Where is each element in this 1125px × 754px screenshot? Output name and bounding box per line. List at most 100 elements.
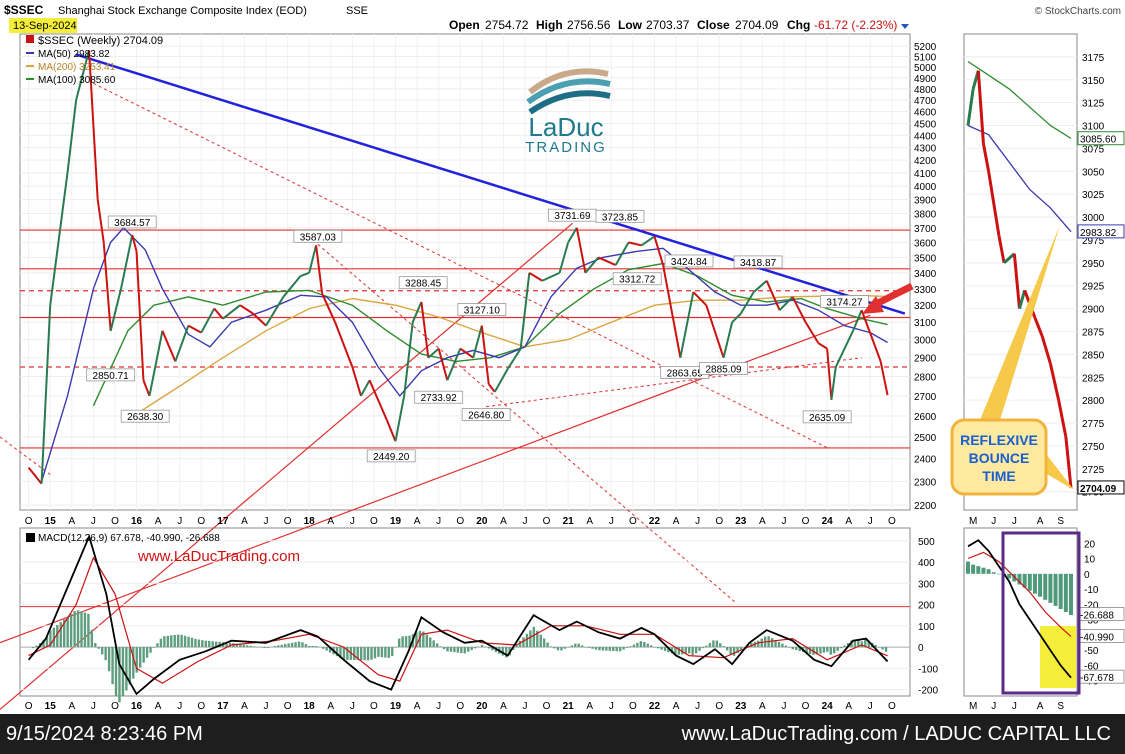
x-tick-label: A [155, 516, 162, 527]
macd-histogram-bar [280, 644, 283, 648]
zoom-price-segment [1018, 289, 1027, 310]
moving-averages [40, 226, 888, 482]
zoom-ma50-line [967, 124, 1072, 233]
macd-histogram-bar [663, 647, 667, 651]
macd-histogram-bar [777, 641, 781, 648]
macd-x-tick-label: J [177, 701, 182, 712]
price-segment [161, 330, 177, 362]
macd-histogram-bar [187, 636, 190, 648]
macd-x-tick-label: 21 [563, 701, 575, 712]
macd-histogram-bar [688, 647, 691, 654]
macd-y-tick-label: 500 [918, 537, 935, 548]
x-tick-label: A [327, 516, 334, 527]
price-segment [722, 321, 734, 358]
price-segment [692, 291, 707, 306]
zoom-macd-bar [976, 566, 981, 574]
y-tick-label: 3500 [914, 253, 937, 264]
macd-histogram-bar [201, 640, 204, 648]
red-arrow-head [862, 296, 884, 314]
zoom-price-segment [1012, 253, 1021, 309]
zoom-macd-frame [963, 527, 1078, 697]
macd-x-tick-label: A [845, 701, 852, 712]
y-tick-label: 2200 [914, 501, 937, 512]
ma100-line [92, 262, 888, 407]
macd-histogram-bar [235, 643, 239, 648]
x-tick-label: O [715, 516, 723, 527]
macd-histogram-bar [449, 647, 453, 652]
macd-histogram-bar [646, 643, 649, 648]
macd-x-tick-label: 23 [735, 701, 747, 712]
price-segment [852, 309, 863, 332]
zoom-y-tick-label: 3125 [1082, 99, 1105, 110]
x-tick-label: A [68, 516, 75, 527]
y-tick-label: 4400 [914, 131, 937, 142]
macd-histogram-bar [460, 647, 463, 654]
macd-histogram-bar [194, 638, 197, 648]
macd-x-tick-label: O [802, 701, 810, 712]
zoom-x-tick-label: J [1012, 516, 1017, 527]
x-tick-label: J [436, 516, 441, 527]
price-segment [403, 322, 414, 396]
zoom-price-segment [1003, 252, 1016, 264]
x-tick-label: O [25, 516, 33, 527]
legend-ma200: MA(200) 3253.41 [38, 62, 116, 73]
price-segment [662, 264, 682, 358]
zoom-macd-bar [971, 564, 976, 574]
macd-histogram-bar [632, 644, 636, 648]
macd-histogram-bar [539, 634, 542, 648]
macd-histogram-bar [750, 642, 753, 648]
macd-histogram-bar [757, 640, 760, 648]
macd-x-tick-label: O [715, 701, 723, 712]
macd-y-tick-label: 100 [918, 622, 935, 633]
macd-histogram-bar [491, 647, 494, 651]
macd-histogram-bar [480, 644, 484, 648]
dotted-trendline-3 [0, 436, 51, 475]
macd-x-tick-label: J [436, 701, 441, 712]
price-segment [506, 348, 522, 370]
zoom-macd-y-tick-label: -50 [1084, 646, 1099, 657]
y-tick-label: 5100 [914, 53, 937, 64]
macd-histogram-bar [342, 647, 346, 660]
date-badge-bg [9, 18, 77, 33]
x-tick-label: 18 [304, 516, 316, 527]
price-segment [222, 304, 241, 320]
macd-histogram-bar [159, 638, 163, 648]
zoom-value-label: 2983.82 [1080, 228, 1117, 239]
zoom-y-tick-label: 2950 [1082, 259, 1105, 270]
macd-histogram-bar [681, 647, 684, 655]
macd-histogram-bar [214, 641, 218, 648]
macd-histogram-bar [339, 647, 342, 659]
zoom-moving-averages [967, 60, 1072, 233]
macd-histogram-bar [712, 640, 715, 648]
price-segment [334, 321, 354, 368]
macd-histogram-bar [822, 647, 826, 653]
macd-histogram-bar [784, 645, 788, 648]
support-resistance-levels [20, 229, 910, 449]
macd-histogram-bar [881, 647, 884, 650]
zoom-y-tick-label: 3025 [1082, 190, 1105, 201]
zoom-macd-x-tick-label: S [1057, 701, 1064, 712]
zoom-price-segment [981, 143, 991, 172]
price-segment [472, 325, 483, 358]
price-label: 2733.92 [421, 393, 458, 404]
zoom-y-tick-label: 3100 [1082, 122, 1105, 133]
macd-histogram-bar [266, 647, 270, 648]
macd-x-tick-label: O [543, 701, 551, 712]
macd-histogram-bar [660, 647, 663, 650]
macd-x-axis: O 15 A J O 16 A J O 17 A J O 18 A J O 19 A J O 20 A J O 21 A J O 22 A J… [25, 701, 896, 712]
price-segment [120, 234, 134, 289]
price-segment [213, 307, 224, 320]
macd-histogram-bar [653, 647, 656, 648]
macd-histogram-bar [857, 640, 860, 648]
macd-histogram-bar [877, 647, 881, 648]
x-tick-label: J [522, 516, 527, 527]
price-segment [420, 301, 430, 358]
price-segment [584, 256, 600, 274]
price-label: 3174.27 [826, 298, 863, 309]
macd-histogram-bar [52, 627, 56, 648]
chevron-down-icon[interactable] [901, 24, 909, 29]
price-segment [817, 342, 828, 350]
x-tick-label: 24 [822, 516, 834, 527]
price-segment [40, 305, 52, 484]
price-label-box [120, 409, 170, 423]
